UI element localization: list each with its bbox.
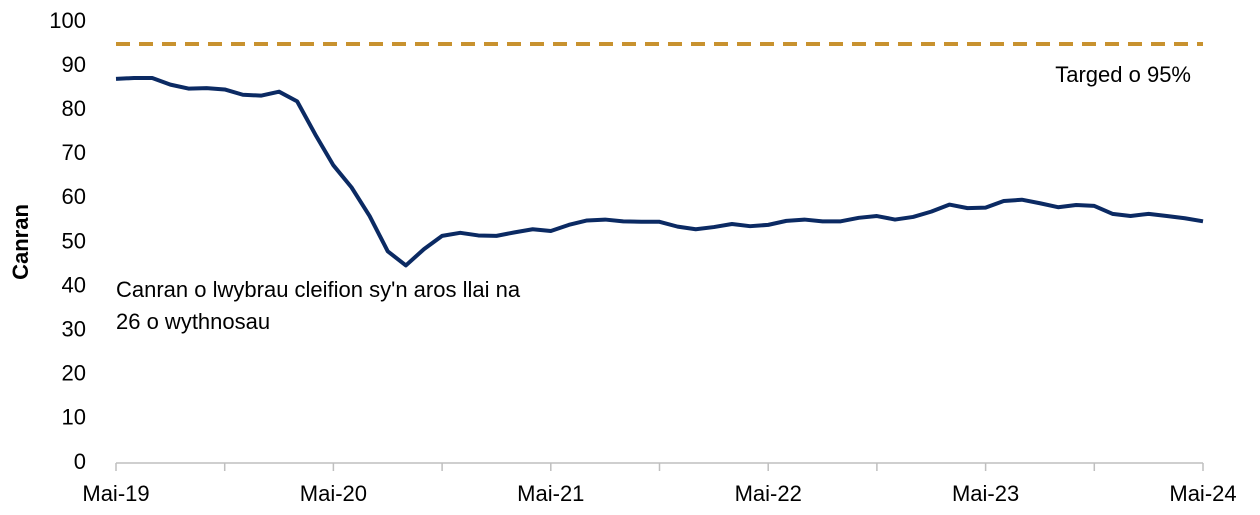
y-tick-label: 80 (62, 96, 86, 121)
x-tick-label: Mai-19 (82, 481, 149, 506)
x-tick-label: Mai-24 (1169, 481, 1236, 506)
y-tick-label: 10 (62, 405, 86, 430)
y-tick-label: 0 (74, 449, 86, 474)
data-line (115, 76, 1204, 268)
y-tick-label: 90 (62, 52, 86, 77)
y-tick-label: 50 (62, 228, 86, 253)
x-tick-label: Mai-20 (300, 481, 367, 506)
y-tick-label: 30 (62, 317, 86, 342)
y-tick-label: 60 (62, 184, 86, 209)
y-tick-label: 70 (62, 140, 86, 165)
target-label: Targed o 95% (1055, 62, 1191, 87)
y-axis-label: Canran (8, 204, 33, 280)
x-tick-label: Mai-22 (735, 481, 802, 506)
x-tick-label: Mai-21 (517, 481, 584, 506)
y-tick-label: 40 (62, 272, 86, 297)
y-tick-label: 100 (49, 8, 86, 33)
x-tick-label: Mai-23 (952, 481, 1019, 506)
series-annotation: Canran o lwybrau cleifion sy'n aros llai… (116, 277, 521, 334)
y-tick-label: 20 (62, 361, 86, 386)
